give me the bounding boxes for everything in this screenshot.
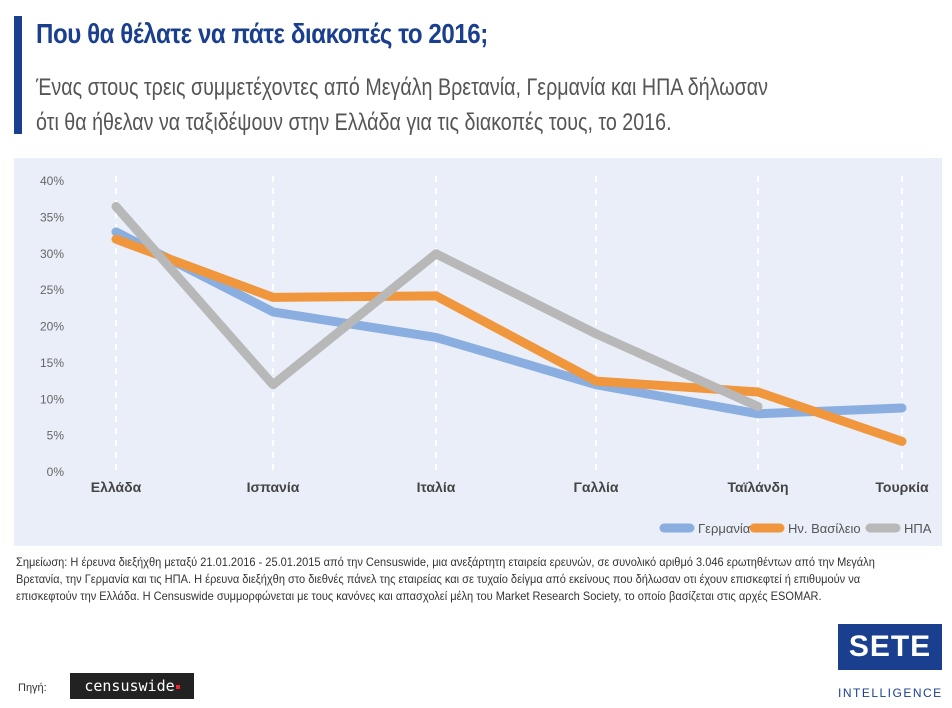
legend-label: Ην. Βασίλειο xyxy=(788,521,861,536)
line-chart: 0% 5% 10% 15% 20% 25% 30% 35% 40% Ελλάδα Ισπανία Ιτ… xyxy=(40,174,932,536)
y-tick-label: 35% xyxy=(40,210,64,224)
series-line-2 xyxy=(111,202,763,411)
note-line-1: Σημείωση: Η έρευνα διεξήχθη μεταξύ 21.01… xyxy=(16,555,875,569)
y-tick-label: 25% xyxy=(40,283,64,297)
censuswide-logo-dot xyxy=(175,684,180,689)
x-tick-label: Γαλλία xyxy=(573,479,618,495)
x-tick-label: Ταϊλάνδη xyxy=(727,479,788,495)
y-tick-label: 0% xyxy=(47,465,65,479)
x-tick-label: Ελλάδα xyxy=(91,479,142,495)
censuswide-logo-text: censuswide xyxy=(84,677,175,695)
note-line-3: επισκεφτούν την Ελλάδα. Η Censuswide συμ… xyxy=(16,589,822,603)
y-tick-label: 10% xyxy=(40,392,64,406)
chart-panel: 0% 5% 10% 15% 20% 25% 30% 35% 40% Ελλάδα Ισπανία Ιτ… xyxy=(14,158,942,546)
subtitle-line-2: ότι θα ήθελαν να ταξιδέψουν στην Ελλάδα … xyxy=(36,109,672,136)
y-tick-label: 5% xyxy=(47,429,65,443)
y-tick-label: 30% xyxy=(40,247,64,261)
note-line-2: Βρετανία, την Γερμανία και τις ΗΠΑ. Η έρ… xyxy=(16,572,861,586)
y-tick-label: 40% xyxy=(40,174,64,188)
sete-intelligence-label: INTELLIGENCE xyxy=(838,686,943,700)
y-tick-label: 15% xyxy=(40,356,64,370)
series-line-1 xyxy=(111,234,907,446)
legend-label: ΗΠΑ xyxy=(904,521,932,536)
y-tick-label: 20% xyxy=(40,320,64,334)
title-accent-bar xyxy=(14,16,22,134)
methodology-note: Σημείωση: Η έρευνα διεξήχθη μεταξύ 21.01… xyxy=(16,554,952,605)
page-subtitle: Ένας στους τρεις συμμετέχοντες από Μεγάλ… xyxy=(36,70,856,140)
x-tick-label: Ισπανία xyxy=(247,479,300,495)
x-tick-label: Τουρκία xyxy=(875,479,929,495)
sete-logo: SETE xyxy=(838,624,942,670)
series-line-0 xyxy=(111,227,907,419)
legend-label: Γερμανία xyxy=(698,521,751,536)
x-tick-label: Ιταλία xyxy=(417,479,456,495)
censuswide-logo: censuswide xyxy=(70,673,194,699)
source-label: Πηγή: xyxy=(18,682,47,694)
page-title: Που θα θέλατε να πάτε διακοπές το 2016; xyxy=(36,18,488,49)
subtitle-line-1: Ένας στους τρεις συμμετέχοντες από Μεγάλ… xyxy=(36,74,768,101)
